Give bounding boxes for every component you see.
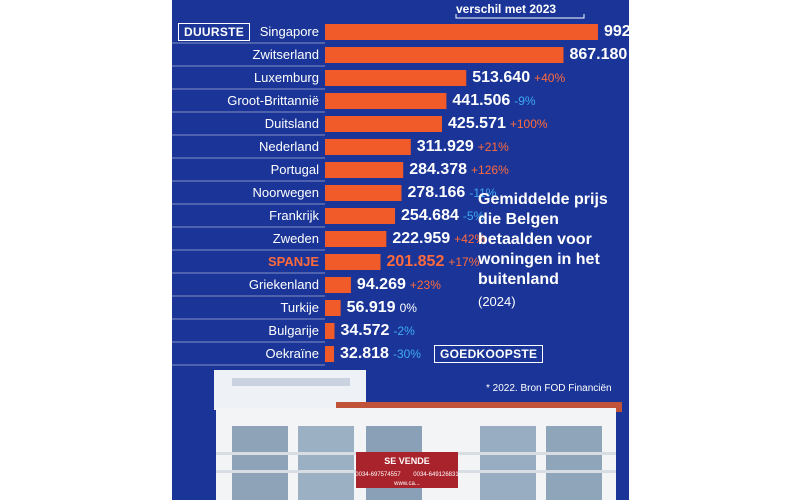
window-1 xyxy=(232,426,288,500)
value-label: 311.929 +21% xyxy=(417,137,509,157)
value-number: 311.929 xyxy=(416,138,474,155)
bar-frankrijk xyxy=(325,208,396,224)
value-number: 32.818 xyxy=(340,345,389,362)
value-number: 94.269 xyxy=(356,276,406,293)
change-label: -9% xyxy=(514,94,536,108)
change-label: +17% xyxy=(448,255,480,269)
change-label: -30% xyxy=(392,347,421,361)
value-number: 867.180 xyxy=(569,46,628,63)
value-number: 34.572 xyxy=(340,322,390,339)
value-number: 201.852 xyxy=(386,253,445,270)
header-bracket xyxy=(455,14,585,19)
value-label: 425.571 +100% xyxy=(448,114,548,134)
bar-duitsland xyxy=(325,116,443,132)
bar-singapore xyxy=(325,24,598,40)
category-label: Singapore xyxy=(259,24,319,39)
bar-bulgarije xyxy=(325,323,335,339)
value-label: 201.852 +17% xyxy=(387,252,480,272)
category-label: Oekraïne xyxy=(265,346,319,361)
bar-portugal xyxy=(325,162,404,178)
category-label: Turkije xyxy=(280,300,319,315)
change-label: -11% xyxy=(469,186,497,200)
change-label: +40% xyxy=(534,71,566,85)
tag-goedkoopste-text: GOEDKOOPSTE xyxy=(440,347,538,361)
value-number: 992.554 xyxy=(603,23,629,40)
bar-noorwegen xyxy=(325,185,402,201)
value-label: 222.959 +42% xyxy=(392,229,485,249)
column-header: verschil met 2023 xyxy=(456,2,556,16)
value-label: 56.919 0% xyxy=(347,298,417,318)
value-label: 284.378 +126% xyxy=(409,160,509,180)
value-label: 992.554euro+52%* xyxy=(604,22,629,42)
value-label: 94.269 +23% xyxy=(357,275,441,295)
value-number: 441.506 xyxy=(452,92,511,109)
infographic-panel: SE VENDE 0034-697574557 0034-649126831 w… xyxy=(172,0,629,500)
window-4 xyxy=(480,426,536,500)
category-label: Portugal xyxy=(270,162,319,177)
value-number: 425.571 xyxy=(448,115,506,132)
bar-griekenland xyxy=(325,277,351,293)
column-header-text: verschil met 2023 xyxy=(456,2,557,16)
sign-line-3: 0034-649126831 xyxy=(413,472,459,478)
change-label: 0% xyxy=(399,301,417,315)
bar-spanje xyxy=(325,254,381,270)
value-number: 254.684 xyxy=(401,207,459,224)
bar-groot-brittanni- xyxy=(325,93,447,109)
change-label: +21% xyxy=(477,140,509,154)
chart-year: (2024) xyxy=(478,294,516,309)
category-label: Duitsland xyxy=(264,116,319,131)
source-note: * 2022. Bron FOD Financiën xyxy=(486,383,612,394)
value-label: 513.640 +40% xyxy=(472,68,565,88)
value-label: 254.684 -5% xyxy=(401,206,484,226)
value-label: 34.572 -2% xyxy=(341,321,415,341)
category-label: Zweden xyxy=(272,231,319,246)
category-label: Luxemburg xyxy=(253,70,319,85)
value-label: 441.506 -9% xyxy=(452,91,535,111)
value-label: 867.180+51% xyxy=(569,45,629,65)
category-label: Frankrijk xyxy=(269,208,319,223)
sign-line-1: SE VENDE xyxy=(384,456,430,466)
category-label: Zwitserland xyxy=(252,47,319,62)
bar-chart xyxy=(172,14,598,366)
change-label: +126% xyxy=(471,163,509,177)
change-label: +23% xyxy=(409,278,441,292)
tag-goedkoopste: GOEDKOOPSTE xyxy=(434,345,544,363)
category-label: Griekenland xyxy=(248,277,319,292)
value-number: 284.378 xyxy=(409,161,468,178)
bar-zwitserland xyxy=(325,47,564,63)
window-2 xyxy=(298,426,354,500)
window-5 xyxy=(546,426,602,500)
bar-turkije xyxy=(325,300,341,316)
building-photo: SE VENDE 0034-697574557 0034-649126831 w… xyxy=(214,370,622,500)
roof-tiles xyxy=(336,402,622,412)
value-number: 513.640 xyxy=(472,69,531,86)
chart-rows: Singapore 992.554euro+52%* Zwitserland 867.… xyxy=(172,0,629,500)
category-label: SPANJE xyxy=(267,254,319,269)
tag-duurste-text: DUURSTE xyxy=(184,25,245,39)
bar-luxemburg xyxy=(325,70,467,86)
bar-nederland xyxy=(325,139,411,155)
value-label: 278.166 -11% xyxy=(407,183,496,203)
value-number: 222.959 xyxy=(392,230,451,247)
category-label: Bulgarije xyxy=(268,323,319,338)
for-sale-sign xyxy=(356,452,458,488)
sign-line-2: 0034-697574557 xyxy=(355,472,401,478)
tag-duurste: DUURSTE xyxy=(178,23,251,41)
value-label: 32.818 -30% xyxy=(340,344,421,364)
value-number: 278.166 xyxy=(407,184,466,201)
category-label: Groot-Brittannië xyxy=(227,93,319,108)
bar-oekra-ne xyxy=(325,346,335,362)
sign-line-4: www.ca... xyxy=(393,481,420,487)
change-label: +100% xyxy=(509,117,548,131)
roof-railing xyxy=(232,378,350,386)
chart-description: Gemiddelde prijs die Belgen betaalden vo… xyxy=(478,191,608,288)
value-number: 56.919 xyxy=(346,299,396,316)
change-label: +42% xyxy=(454,232,486,246)
change-label: -2% xyxy=(393,324,415,338)
category-label: Nederland xyxy=(259,139,319,154)
bar-zweden xyxy=(325,231,387,247)
category-label: Noorwegen xyxy=(252,185,320,200)
change-label: -5% xyxy=(462,209,485,223)
